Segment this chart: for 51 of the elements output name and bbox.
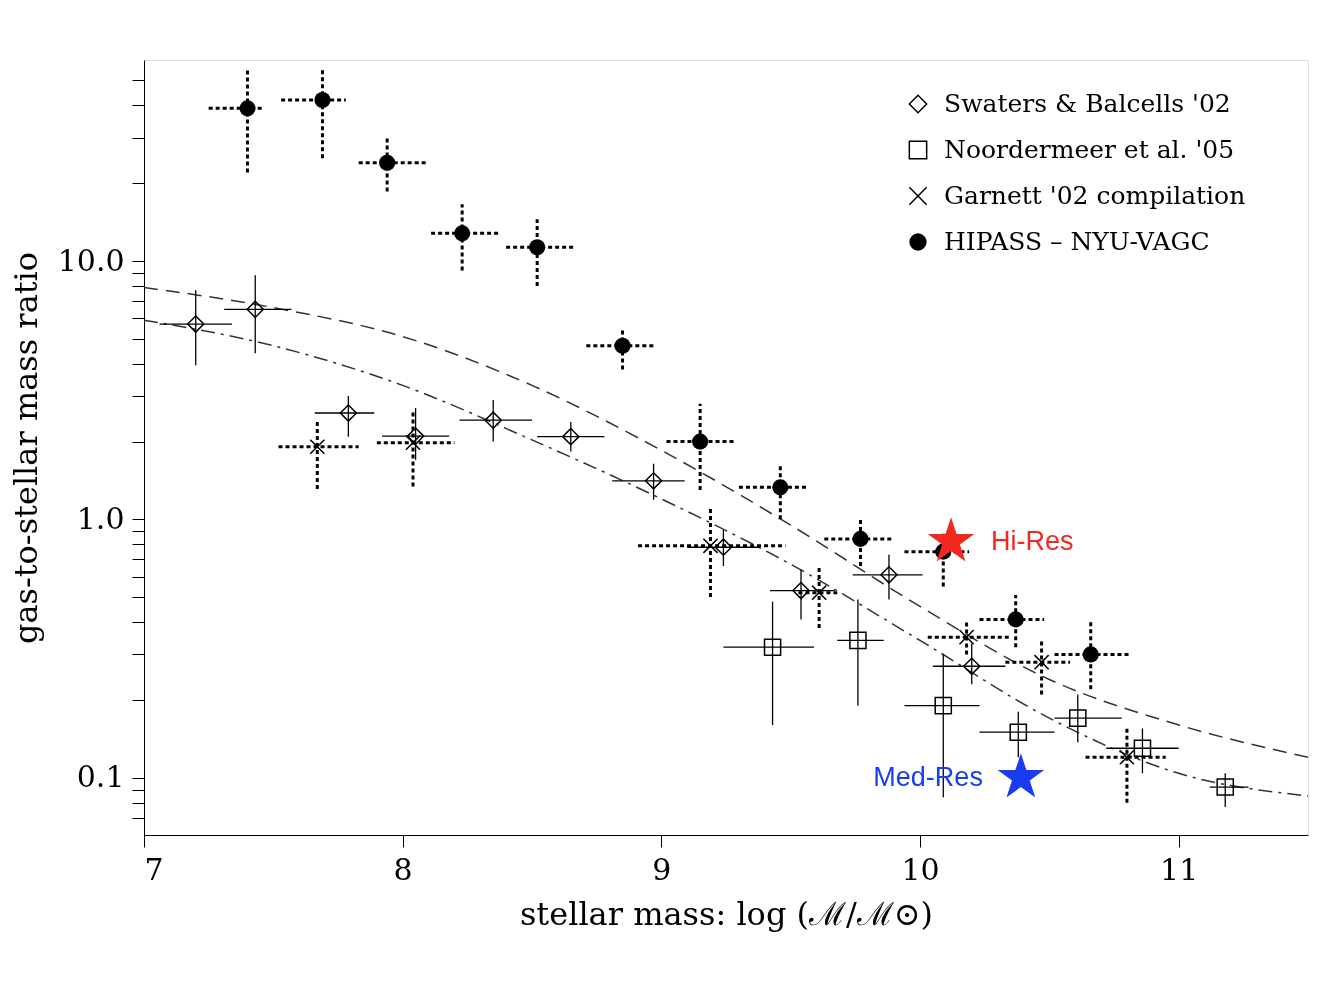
point	[561, 427, 580, 446]
x-tick-label: 10	[901, 851, 940, 887]
point	[186, 315, 205, 333]
x-axis-title: stellar mass: log (ℳ/ℳ⊙)	[519, 894, 934, 933]
point	[792, 581, 810, 600]
point	[309, 438, 326, 455]
point	[763, 638, 782, 657]
point	[484, 411, 503, 430]
legend-label: Garnett '02 compilation	[944, 181, 1246, 210]
point	[1068, 709, 1087, 727]
point	[406, 427, 425, 445]
point	[314, 91, 331, 109]
x-tick-label: 11	[1160, 851, 1199, 887]
legend-label: HIPASS – NYU-VAGC	[944, 227, 1210, 256]
point	[962, 657, 981, 676]
point	[852, 530, 869, 547]
point	[1133, 739, 1152, 758]
point	[379, 154, 396, 171]
x-tick-label: 9	[652, 851, 672, 887]
point	[692, 433, 709, 450]
point	[811, 584, 827, 601]
point	[934, 696, 953, 715]
x-tick-label: 8	[393, 851, 413, 887]
point	[339, 404, 358, 422]
legend-label: Swaters & Balcells '02	[944, 89, 1231, 118]
point	[529, 239, 546, 256]
series-label: Hi-Res	[991, 525, 1074, 556]
point	[1007, 611, 1024, 628]
point	[1216, 778, 1235, 796]
point	[714, 538, 733, 557]
point	[405, 434, 421, 451]
point	[1082, 646, 1099, 663]
point	[880, 566, 898, 584]
y-tick-label: 0.1	[76, 759, 125, 795]
point	[246, 300, 265, 319]
point	[454, 225, 471, 242]
legend-label: Noordermeer et al. '05	[944, 135, 1235, 164]
point	[702, 537, 719, 554]
point	[239, 100, 256, 117]
x-tick-label: 7	[144, 851, 164, 887]
point	[958, 629, 975, 645]
point	[1009, 723, 1028, 742]
point	[614, 337, 631, 354]
y-tick-label: 10.0	[57, 242, 125, 278]
point	[849, 631, 867, 650]
point	[772, 479, 789, 496]
y-axis-title: gas-to-stellar mass ratio	[6, 251, 45, 645]
y-tick-label: 1.0	[76, 500, 125, 536]
point	[1119, 749, 1135, 766]
point	[644, 472, 663, 490]
point	[1033, 654, 1050, 670]
